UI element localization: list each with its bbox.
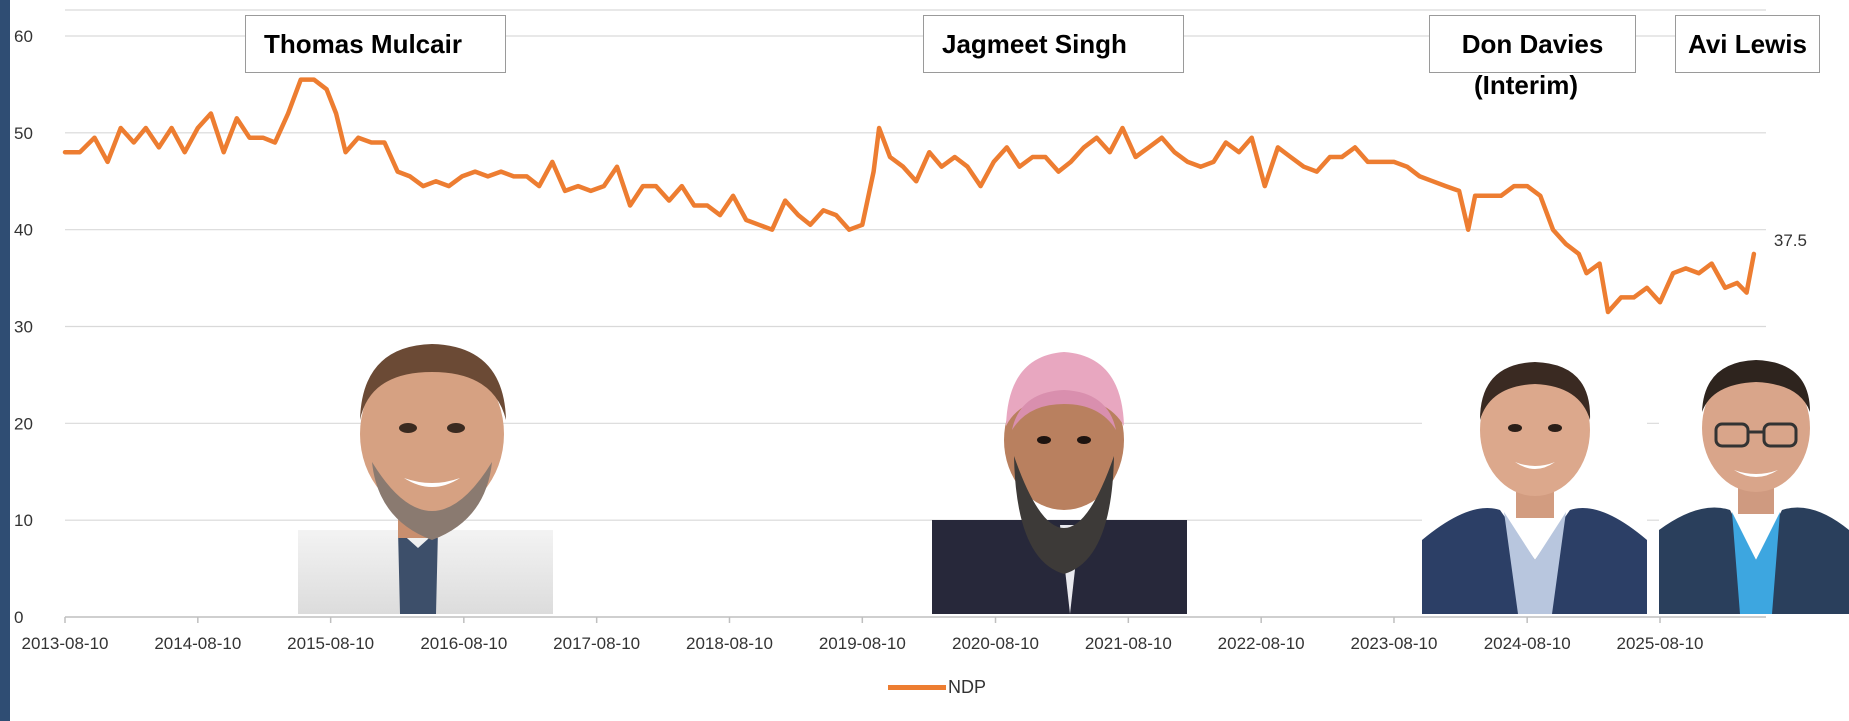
- annotation-box-mulcair: Thomas Mulcair: [245, 15, 506, 73]
- x-tick-label: 2016-08-10: [420, 634, 507, 653]
- annotation-box-singh: Jagmeet Singh: [923, 15, 1184, 73]
- y-tick-label: 50: [14, 124, 33, 143]
- x-tick-label: 2018-08-10: [686, 634, 773, 653]
- don-davies-photo: [1422, 362, 1647, 614]
- annotation-text-davies: Don Davies: [1461, 28, 1604, 59]
- x-axis-ticks: 2013-08-10 2014-08-10 2015-08-10 2016-08-10…: [22, 617, 1704, 653]
- x-tick-label: 2024-08-10: [1484, 634, 1571, 653]
- x-tick-label: 2017-08-10: [553, 634, 640, 653]
- chart-legend: NDP: [888, 677, 986, 698]
- ndp-series-line: [62, 77, 1757, 315]
- y-tick-label: 40: [14, 221, 33, 240]
- y-tick-label: 20: [14, 414, 33, 433]
- y-tick-label: 60: [14, 27, 33, 46]
- annotation-box-davies: Don Davies: [1429, 15, 1636, 73]
- x-tick-label: 2020-08-10: [952, 634, 1039, 653]
- y-tick-label: 0: [14, 608, 23, 627]
- y-tick-label: 10: [14, 511, 33, 530]
- x-tick-label: 2015-08-10: [287, 634, 374, 653]
- thomas-mulcair-photo: [298, 344, 553, 614]
- annotation-text-mulcair: Thomas Mulcair: [264, 28, 462, 59]
- annotation-text-singh: Jagmeet Singh: [942, 28, 1127, 59]
- x-tick-label: 2013-08-10: [22, 634, 109, 653]
- legend-swatch-ndp: [888, 685, 946, 690]
- x-tick-label: 2014-08-10: [154, 634, 241, 653]
- x-tick-label: 2023-08-10: [1351, 634, 1438, 653]
- x-tick-label: 2025-08-10: [1617, 634, 1704, 653]
- avi-lewis-photo: [1659, 360, 1849, 614]
- jagmeet-singh-photo: [932, 352, 1187, 614]
- annotation-note-davies: (Interim): [1474, 70, 1578, 100]
- annotation-text-lewis: Avi Lewis: [1688, 28, 1807, 59]
- x-tick-label: 2019-08-10: [819, 634, 906, 653]
- y-tick-label: 30: [14, 318, 33, 337]
- annotation-box-lewis: Avi Lewis: [1675, 15, 1820, 73]
- x-tick-label: 2022-08-10: [1218, 634, 1305, 653]
- y-axis-ticks: 0 10 20 30 40 50 60: [14, 27, 33, 627]
- legend-label-ndp: NDP: [948, 677, 987, 697]
- x-tick-label: 2021-08-10: [1085, 634, 1172, 653]
- left-edge-strip: [0, 0, 10, 721]
- last-value-label: 37.5: [1774, 231, 1807, 250]
